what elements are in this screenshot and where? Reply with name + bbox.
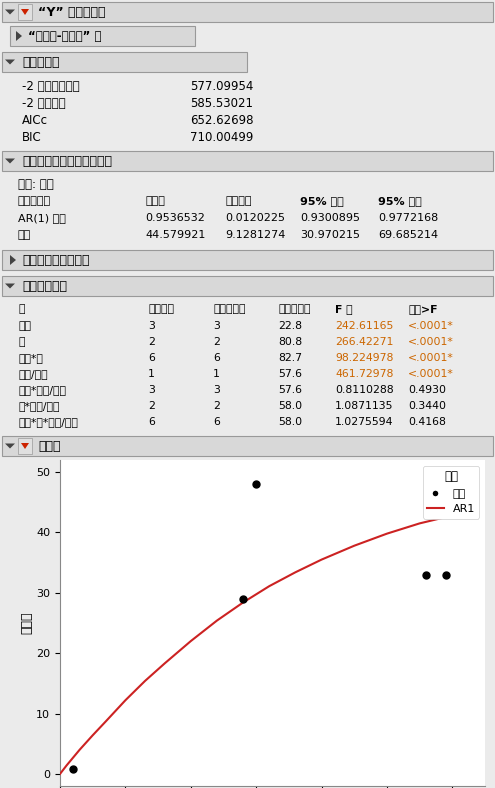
Text: 月: 月 [18,337,24,347]
Text: 266.42271: 266.42271 [335,337,394,347]
Text: 1: 1 [213,369,220,379]
Bar [18,438,32,454]
Polygon shape [10,255,16,265]
Polygon shape [5,444,15,448]
Text: “预测值-实际值” 图: “预测值-实际值” 图 [28,29,101,43]
Text: 0.9772168: 0.9772168 [378,213,438,223]
Text: 585.53021: 585.53021 [190,96,253,110]
Text: 30.970215: 30.970215 [300,230,360,240]
Text: 6: 6 [148,417,155,427]
Text: 2: 2 [213,337,220,347]
Text: 3: 3 [148,385,155,395]
Text: 6: 6 [213,353,220,363]
Text: 9.1281274: 9.1281274 [225,230,286,240]
Text: 57.6: 57.6 [278,369,302,379]
Polygon shape [21,9,29,15]
Text: 1: 1 [148,369,155,379]
Text: 0.0120225: 0.0120225 [225,213,285,223]
Text: 0.9300895: 0.9300895 [300,213,360,223]
Text: 治疗*月*上午/下午: 治疗*月*上午/下午 [18,417,78,427]
Bar [2,52,247,72]
Text: 变差图: 变差图 [38,440,60,452]
Polygon shape [21,443,29,449]
Text: 0.9536532: 0.9536532 [145,213,205,223]
Text: <.0001*: <.0001* [408,337,454,347]
Text: 分母自由度: 分母自由度 [278,304,310,314]
Text: 0.3440: 0.3440 [408,401,446,411]
Text: 固定效应检验: 固定效应检验 [22,280,67,292]
Text: 461.72978: 461.72978 [335,369,394,379]
Bar [18,4,32,20]
Bar [2,250,493,270]
Text: 治疗: 治疗 [18,321,31,331]
Polygon shape [5,158,15,163]
Text: 固定效应参数估计值: 固定效应参数估计值 [22,254,90,266]
Text: <.0001*: <.0001* [408,353,454,363]
Bar [2,151,493,171]
Text: BIC: BIC [22,131,42,143]
Text: 6: 6 [148,353,155,363]
Text: 57.6: 57.6 [278,385,302,395]
Text: 58.0: 58.0 [278,401,302,411]
Text: 58.0: 58.0 [278,417,302,427]
Text: 2: 2 [148,337,155,347]
Text: 3: 3 [148,321,155,331]
Text: 6: 6 [213,417,220,427]
Text: AICc: AICc [22,113,48,127]
Text: 拟合统计量: 拟合统计量 [22,55,59,69]
Polygon shape [5,9,15,14]
Text: -2 残差对数似然: -2 残差对数似然 [22,80,80,92]
Text: AR(1) 天数: AR(1) 天数 [18,213,66,223]
Text: 月*上午/下午: 月*上午/下午 [18,401,59,411]
Bar [2,2,493,22]
Text: 80.8: 80.8 [278,337,302,347]
Text: 69.685214: 69.685214 [378,230,438,240]
Text: 残差: 残差 [18,230,31,240]
Text: -2 对数似然: -2 对数似然 [22,96,66,110]
Text: 上午/下午: 上午/下午 [18,369,48,379]
Text: 3: 3 [213,321,220,331]
Text: 82.7: 82.7 [278,353,302,363]
Text: 治疗*月: 治疗*月 [18,353,43,363]
Text: 0.4930: 0.4930 [408,385,446,395]
Text: 分子自由度: 分子自由度 [213,304,246,314]
Text: 0.4168: 0.4168 [408,417,446,427]
Text: 710.00499: 710.00499 [190,131,253,143]
Bar [2,276,493,296]
Text: 重复效应协方差参数估计值: 重复效应协方差参数估计值 [22,154,112,168]
Polygon shape [5,60,15,65]
Bar [10,26,195,46]
Text: 98.224978: 98.224978 [335,353,394,363]
Text: 源: 源 [18,304,24,314]
Text: 577.09954: 577.09954 [190,80,253,92]
Text: 242.61165: 242.61165 [335,321,394,331]
Text: 3: 3 [213,385,220,395]
Polygon shape [16,31,22,41]
Text: 44.579921: 44.579921 [145,230,205,240]
Text: 协方差参数: 协方差参数 [18,196,51,206]
Text: F 比: F 比 [335,304,352,314]
Text: 概率>F: 概率>F [408,304,438,314]
Bar [2,436,493,456]
Y-axis label: 半方差: 半方差 [20,611,33,634]
Text: 估计值: 估计值 [145,196,165,206]
Text: 2: 2 [213,401,220,411]
Text: 22.8: 22.8 [278,321,302,331]
Text: 对象: 患者: 对象: 患者 [18,177,54,191]
Text: 0.8110288: 0.8110288 [335,385,394,395]
Text: <.0001*: <.0001* [408,369,454,379]
Text: 治疗*上午/下午: 治疗*上午/下午 [18,385,66,395]
Text: 652.62698: 652.62698 [190,113,253,127]
Text: 参数数目: 参数数目 [148,304,174,314]
Polygon shape [5,284,15,288]
Text: 1.0871135: 1.0871135 [335,401,394,411]
Text: <.0001*: <.0001* [408,321,454,331]
Text: 1.0275594: 1.0275594 [335,417,394,427]
Text: 95% 下限: 95% 下限 [300,196,344,206]
Text: 标准误差: 标准误差 [225,196,251,206]
Legend: 经验, AR1: 经验, AR1 [423,466,480,519]
Text: 2: 2 [148,401,155,411]
Text: “Y” 的混合模型: “Y” 的混合模型 [38,6,105,18]
Text: 95% 上限: 95% 上限 [378,196,422,206]
